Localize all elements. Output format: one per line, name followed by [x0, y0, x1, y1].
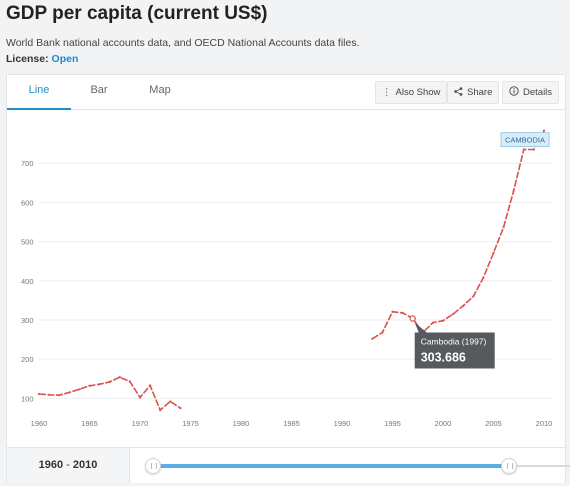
- data-point: [68, 391, 71, 394]
- tab-bar[interactable]: Bar: [90, 84, 108, 96]
- data-point: [502, 225, 505, 229]
- tab-map[interactable]: Map: [149, 84, 171, 96]
- page-title: GDP per capita (current US$): [6, 3, 268, 24]
- range-bar: 1960 - 2010: [7, 447, 570, 483]
- share-icon: [454, 82, 463, 103]
- range-sep: -: [63, 459, 73, 471]
- line-chart: 100 200 300 400 500 600 700 1960 1965 1970 1975 198…: [7, 110, 565, 446]
- license-label: License:: [6, 53, 49, 65]
- data-point: [108, 380, 111, 383]
- tooltip-box: [414, 332, 495, 369]
- chart-svg: 100 200 300 400 500 600 700 1960 1965 1970 1975 198…: [21, 129, 553, 428]
- x-tick-label: 1970: [132, 419, 149, 428]
- series-label-text: CAMBODIA: [505, 136, 545, 145]
- data-point: [128, 380, 131, 383]
- data-point: [169, 400, 172, 403]
- data-point: [371, 337, 374, 340]
- tooltip-value: 303.686: [421, 351, 466, 365]
- chart-card: Line Bar Map ⋮ Also Show Share Details: [6, 74, 570, 483]
- data-point: [98, 383, 101, 386]
- x-tick-label: 1960: [31, 419, 48, 428]
- y-tick-label: 300: [21, 316, 34, 325]
- view-tabs: Line Bar Map ⋮ Also Show Share Details: [7, 75, 565, 110]
- range-start: 1960: [38, 459, 64, 471]
- data-point: [381, 331, 384, 334]
- data-point: [431, 321, 434, 324]
- data-point: [522, 148, 525, 151]
- data-point: [118, 376, 121, 379]
- data-point: [149, 384, 152, 387]
- data-point: [482, 276, 485, 279]
- data-point: [58, 394, 61, 397]
- x-tick-label: 2000: [435, 419, 452, 428]
- data-point: [441, 319, 445, 322]
- tooltip-title: Cambodia (1997): [421, 337, 487, 347]
- x-tick-label: 1985: [283, 419, 300, 428]
- x-tick-label: 1990: [334, 419, 351, 428]
- data-point: [532, 148, 536, 151]
- data-point: [401, 311, 404, 314]
- share-button[interactable]: Share: [447, 81, 500, 104]
- x-tick-label: 2010: [536, 419, 553, 428]
- slider-handle-end[interactable]: [501, 458, 517, 474]
- data-point: [472, 295, 475, 298]
- data-point: [138, 396, 142, 399]
- x-tick-label: 1975: [182, 419, 199, 428]
- data-point: [179, 407, 182, 410]
- y-tick-label: 200: [21, 355, 34, 364]
- source-note: World Bank national accounts data, and O…: [6, 37, 360, 49]
- slider-fill: [152, 464, 508, 468]
- x-tick-label: 1995: [384, 419, 401, 428]
- also-show-button[interactable]: ⋮ Also Show: [375, 81, 448, 104]
- data-point: [78, 388, 81, 391]
- slider-handle-start[interactable]: [145, 458, 161, 474]
- data-point: [512, 189, 515, 192]
- data-point: [391, 310, 394, 313]
- data-point: [542, 129, 546, 132]
- data-point: [159, 408, 162, 412]
- x-tick-label: 1980: [233, 419, 250, 428]
- tooltip-pointer: [414, 322, 427, 333]
- kebab-icon: ⋮: [382, 87, 392, 98]
- y-tick-label: 100: [21, 394, 34, 403]
- license-line: License: Open: [6, 53, 78, 65]
- share-label: Share: [467, 87, 493, 98]
- range-slider[interactable]: [130, 448, 570, 483]
- hover-marker: [409, 315, 416, 322]
- details-label: Details: [523, 87, 553, 98]
- y-tick-label: 500: [21, 238, 34, 247]
- details-button[interactable]: Details: [502, 81, 560, 104]
- series-label: CAMBODIA: [500, 132, 550, 148]
- y-tick-label: 600: [21, 198, 34, 207]
- y-tick-label: 400: [21, 277, 34, 286]
- data-point: [37, 392, 41, 396]
- also-show-label: Also Show: [395, 87, 441, 98]
- range-end: 2010: [72, 459, 98, 471]
- data-point: [48, 393, 51, 396]
- tab-line[interactable]: Line: [7, 75, 71, 110]
- data-point: [452, 312, 455, 316]
- tooltip: Cambodia (1997) 303.686: [414, 322, 495, 369]
- data-point: [462, 304, 465, 307]
- x-tick-label: 2005: [485, 419, 502, 428]
- y-tick-label: 700: [21, 159, 34, 168]
- info-icon: [509, 82, 519, 103]
- series-label-box: [500, 132, 550, 148]
- data-point: [88, 384, 91, 387]
- range-label: 1960 - 2010: [7, 448, 130, 483]
- x-tick-label: 1965: [81, 419, 98, 428]
- data-point: [492, 251, 495, 255]
- license-link[interactable]: Open: [51, 53, 79, 65]
- series-line: [371, 130, 545, 340]
